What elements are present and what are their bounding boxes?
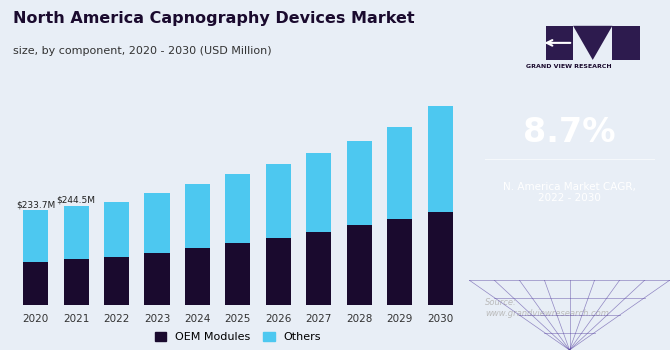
Bar [346,141,372,225]
Bar [306,153,331,232]
Bar [145,253,170,304]
Bar [387,219,412,304]
Bar [23,262,48,304]
Bar [145,193,170,253]
Bar [266,164,291,238]
Legend: OEM Modules, Others: OEM Modules, Others [150,327,326,346]
Text: North America Capnography Devices Market: North America Capnography Devices Market [13,10,415,26]
Bar [612,26,640,60]
Bar [545,26,573,60]
Text: $244.5M: $244.5M [56,196,96,205]
Bar [306,232,331,304]
Bar [427,212,453,304]
Bar [427,106,453,212]
Text: size, by component, 2020 - 2030 (USD Million): size, by component, 2020 - 2030 (USD Mil… [13,46,272,56]
Bar [266,238,291,304]
Bar [387,127,412,219]
Text: GRAND VIEW RESEARCH: GRAND VIEW RESEARCH [527,64,612,69]
Text: N. America Market CAGR,
2022 - 2030: N. America Market CAGR, 2022 - 2030 [503,182,636,203]
Text: $233.7M: $233.7M [16,200,55,209]
Bar [23,210,48,262]
Polygon shape [573,26,612,60]
Bar [185,184,210,248]
Text: 8.7%: 8.7% [523,117,616,149]
Bar [185,248,210,304]
Bar [64,206,88,259]
Bar [225,243,251,304]
Bar [346,225,372,304]
Bar [104,202,129,257]
Bar [104,257,129,304]
Text: Source:
www.grandviewresearch.com: Source: www.grandviewresearch.com [485,298,609,318]
Bar [64,259,88,304]
Bar [225,174,251,243]
